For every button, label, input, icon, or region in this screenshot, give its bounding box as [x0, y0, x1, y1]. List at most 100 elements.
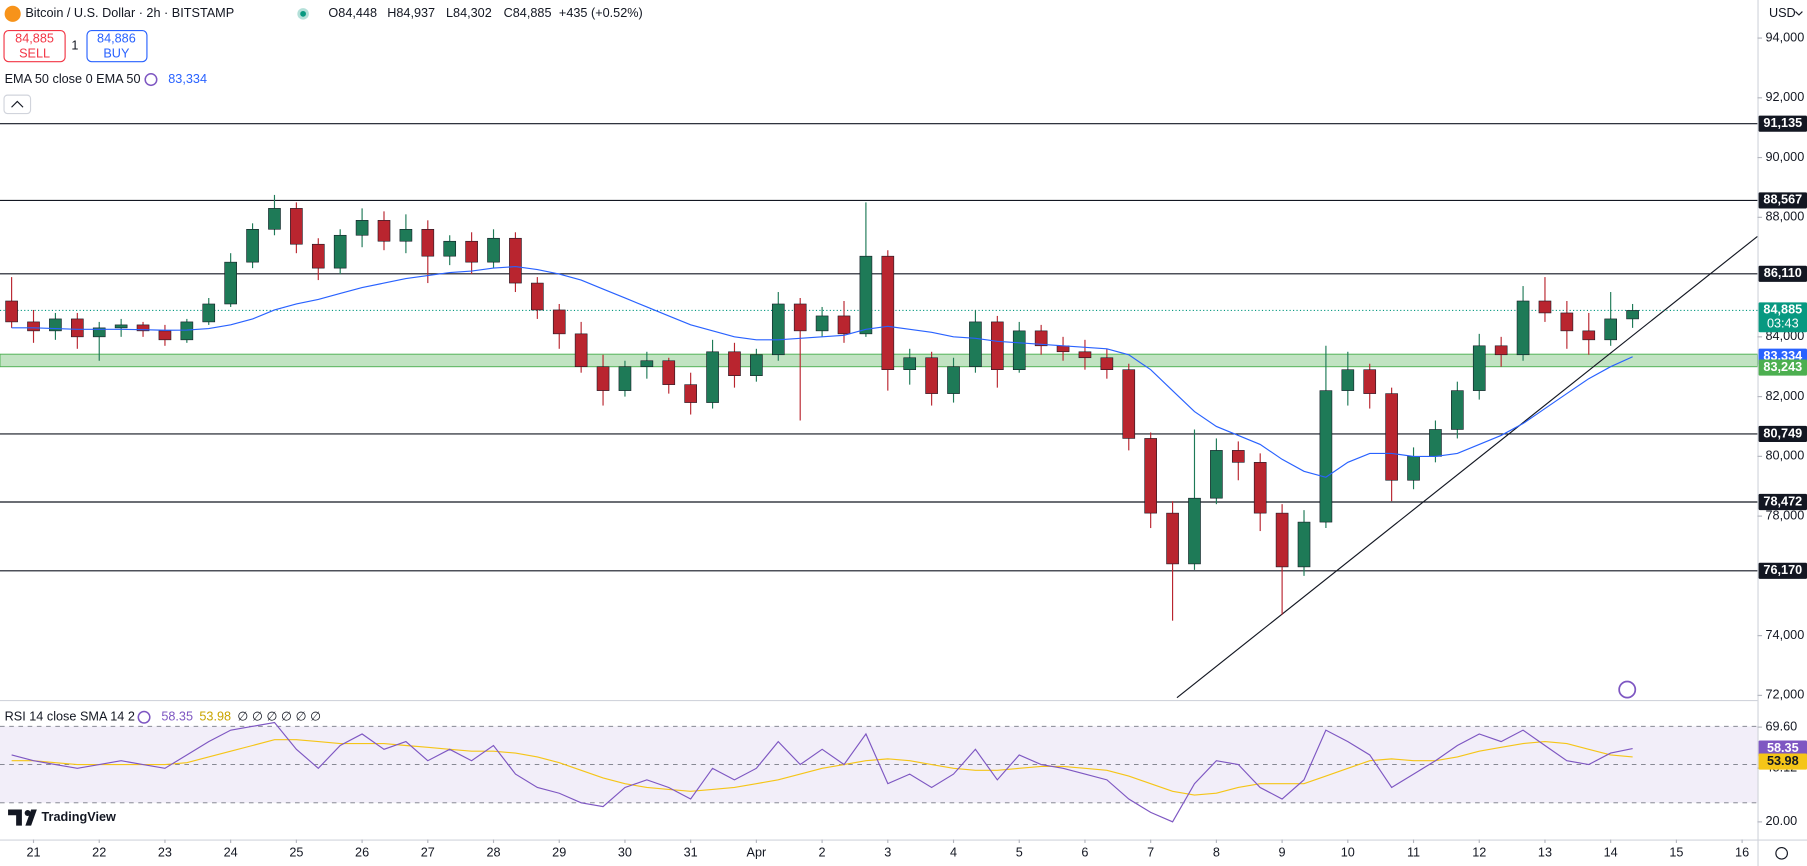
trendline: [1176, 235, 1758, 699]
buy-button[interactable]: 84,886 BUY: [86, 29, 148, 63]
plot-area: [0, 123, 1758, 823]
ohlc-close: C84,885: [504, 6, 552, 20]
collapse-button[interactable]: [3, 94, 32, 115]
candle-body: [92, 327, 106, 338]
y-tick-label: 82,000: [1766, 389, 1805, 403]
x-tick-label: 25: [289, 846, 303, 860]
rsi-settings-icon[interactable]: [137, 710, 151, 724]
x-tick-label: 13: [1538, 846, 1552, 860]
candle-body: [1166, 512, 1179, 565]
sell-price[interactable]: 84,885: [15, 32, 54, 46]
rsi-legend: RSI 14 close SMA 14 2: [5, 710, 135, 724]
candle-body: [881, 255, 895, 370]
y-tick-label: 90,000: [1766, 150, 1805, 164]
y-tick-label: 84,000: [1766, 329, 1805, 343]
rsi-tag-label: 58.35: [1767, 741, 1799, 755]
candle-body: [246, 228, 259, 263]
rsi-tag: [1758, 740, 1807, 757]
assistant-icon[interactable]: [1618, 680, 1637, 699]
y-tick-label: 74,000: [1766, 628, 1805, 642]
collapse-icon[interactable]: [11, 100, 24, 108]
x-tick-label: 2: [819, 846, 826, 860]
y-tick-label: 78,000: [1766, 508, 1805, 522]
candle-body: [1494, 345, 1508, 356]
candle-body: [509, 237, 522, 284]
candle-body: [1231, 450, 1245, 463]
buy-price[interactable]: 84,886: [97, 32, 136, 46]
x-tick-label: 26: [355, 846, 369, 860]
candle-body: [333, 234, 347, 269]
candle-body: [1144, 438, 1157, 514]
candle-body: [1341, 369, 1355, 391]
candle-body: [1319, 390, 1333, 523]
candle-body: [224, 261, 237, 305]
candle-body: [1560, 312, 1574, 332]
ohlc-open: O84,448: [328, 6, 377, 20]
candle-body: [1297, 521, 1311, 568]
level-tag-label: 76,170: [1763, 563, 1802, 577]
x-tick-label: 10: [1341, 846, 1355, 860]
x-tick-label: 22: [92, 846, 106, 860]
candle-body: [71, 318, 84, 338]
sell-label[interactable]: SELL: [19, 47, 50, 61]
candle-body: [1451, 390, 1464, 430]
candle-body: [531, 282, 544, 311]
ema-settings-icon[interactable]: [144, 73, 158, 87]
support-zone: [0, 353, 1758, 368]
rsi-tick-label: 69.60: [1766, 719, 1798, 733]
rsi-sma-tag: [1758, 753, 1807, 770]
candle-body: [1516, 300, 1530, 356]
x-tick-label: 28: [486, 846, 500, 860]
candle-body: [793, 303, 807, 332]
logo-text: TradingView: [41, 810, 116, 824]
candle-body: [377, 220, 391, 242]
price-tag-label: 84,885: [1763, 303, 1802, 317]
rsi-line: [11, 721, 1633, 823]
candle-body: [1034, 330, 1048, 347]
candle-body: [618, 366, 632, 391]
level-tag-label: 78,472: [1763, 494, 1802, 508]
candle-body: [114, 324, 128, 329]
candle-body: [1385, 393, 1398, 481]
x-tick-label: 16: [1735, 846, 1749, 860]
candle-body: [947, 366, 960, 394]
candle-body: [728, 351, 741, 376]
candle-body: [1407, 456, 1420, 481]
y-tick-label: 80,000: [1766, 449, 1805, 463]
ohlc-high: H84,937: [387, 6, 435, 20]
y-tick-label: 88,000: [1766, 210, 1805, 224]
level-tag: [1758, 562, 1807, 579]
candle-body: [465, 240, 478, 263]
candle-body: [1363, 369, 1377, 394]
ema-legend: EMA 50 close 0 EMA 50: [5, 72, 141, 86]
candle-body: [355, 220, 369, 236]
ohlc-low: L84,302: [446, 6, 492, 20]
sell-button[interactable]: 84,885 SELL: [3, 29, 66, 63]
x-tick-label: 8: [1213, 846, 1220, 860]
candle-body: [49, 318, 62, 332]
candle-body: [552, 309, 566, 335]
candle-body: [202, 303, 216, 323]
level-tag-label: 86,110: [1764, 266, 1802, 280]
buy-box[interactable]: [86, 29, 148, 63]
candle-body: [487, 237, 500, 263]
level-tag-label: 80,749: [1763, 426, 1802, 440]
candle-body: [815, 315, 829, 332]
x-tick-label: 27: [421, 846, 435, 860]
sell-box[interactable]: [3, 29, 66, 63]
candle-body: [1275, 512, 1289, 568]
currency[interactable]: USD: [1769, 6, 1796, 20]
settings-icon[interactable]: [1775, 846, 1788, 860]
zone-tag: [1758, 359, 1807, 376]
buy-label[interactable]: BUY: [103, 47, 130, 61]
bitcoin-icon: [4, 5, 21, 22]
rsi-sma-legend-value: 53.98: [199, 710, 231, 724]
x-tick-label: Apr: [747, 846, 767, 860]
price-tag: [1758, 302, 1807, 333]
currency-caret[interactable]: [1795, 11, 1803, 16]
candle-body: [1012, 330, 1026, 370]
symbol-title: Bitcoin / U.S. Dollar · 2h · BITSTAMP: [25, 6, 234, 20]
candle-body: [991, 321, 1004, 370]
